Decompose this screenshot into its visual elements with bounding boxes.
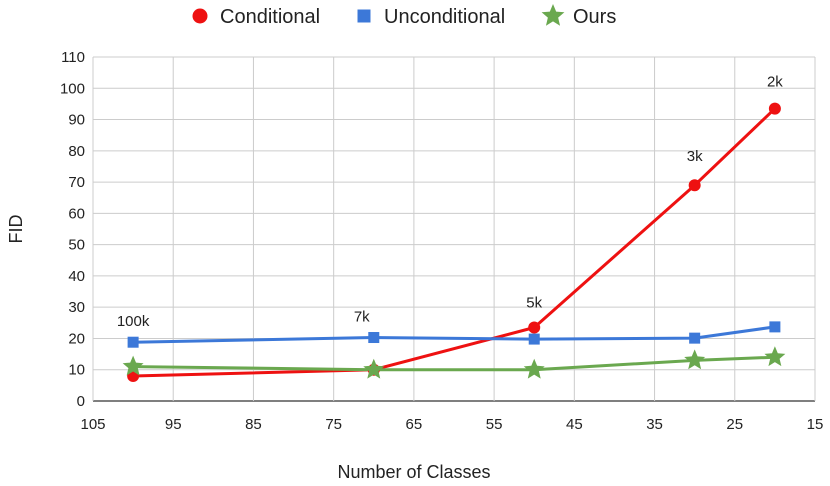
data-point-ours (122, 355, 144, 376)
data-point-ours (363, 358, 385, 379)
legend-label-ours: Ours (573, 6, 616, 28)
data-point-unconditional (127, 336, 139, 348)
data-point-ours (684, 349, 706, 370)
y-tick-label: 80 (68, 143, 85, 160)
annotations: 100k 7k 5k 3k 2k (117, 74, 783, 331)
x-tick-label: 55 (486, 416, 503, 433)
y-tick-label: 110 (61, 49, 85, 66)
x-tick-label: 105 (80, 416, 105, 433)
x-tick-label: 95 (165, 416, 182, 433)
data-point-unconditional (769, 321, 781, 333)
y-tick-label: 40 (68, 268, 85, 285)
y-tick-label: 10 (68, 362, 85, 379)
data-point-ours (764, 346, 786, 367)
data-point-ours (523, 358, 545, 379)
x-tick-label: 15 (807, 416, 824, 433)
data-point-conditional (768, 102, 781, 115)
y-tick-label: 90 (68, 112, 85, 129)
series-layer (122, 102, 786, 382)
y-tick-label: 0 (77, 393, 85, 410)
y-axis-label: FID (6, 215, 26, 244)
x-tick-label: 85 (245, 416, 262, 433)
grid-lines (92, 56, 816, 402)
data-point-conditional (528, 321, 541, 334)
point-annotation: 5k (526, 295, 542, 312)
data-point-conditional (688, 179, 701, 192)
point-annotation: 100k (117, 313, 150, 330)
legend-marker-conditional (192, 8, 208, 24)
legend-marker-unconditional (357, 9, 371, 23)
y-tick-label: 50 (68, 237, 85, 254)
legend-label-conditional: Conditional (220, 6, 320, 28)
y-tick-label: 20 (68, 330, 85, 347)
data-point-unconditional (528, 333, 540, 345)
legend-marker-ours (541, 4, 565, 26)
series-line-conditional (133, 107, 776, 378)
axes: 0 10 20 30 40 50 60 70 80 90 100 110 105 95 85 75 65 55 45… (60, 49, 823, 433)
legend-label-unconditional: Unconditional (384, 6, 505, 28)
series-line-ours (133, 355, 775, 372)
y-tick-label: 70 (68, 174, 85, 191)
point-annotation: 3k (687, 148, 703, 165)
x-tick-label: 65 (406, 416, 423, 433)
y-tick-label: 30 (68, 299, 85, 316)
point-annotation: 2k (767, 74, 783, 91)
y-tick-label: 60 (68, 205, 85, 222)
x-axis-label: Number of Classes (337, 462, 490, 482)
point-annotation: 7k (354, 309, 370, 326)
y-tick-label: 100 (60, 80, 85, 97)
x-tick-label: 35 (646, 416, 663, 433)
data-point-unconditional (689, 332, 701, 344)
data-point-unconditional (368, 332, 380, 344)
x-tick-label: 25 (726, 416, 743, 433)
x-tick-label: 75 (325, 416, 342, 433)
series-line-unconditional (133, 325, 776, 344)
legend: Conditional Unconditional Ours (192, 4, 616, 28)
x-tick-label: 45 (566, 416, 583, 433)
